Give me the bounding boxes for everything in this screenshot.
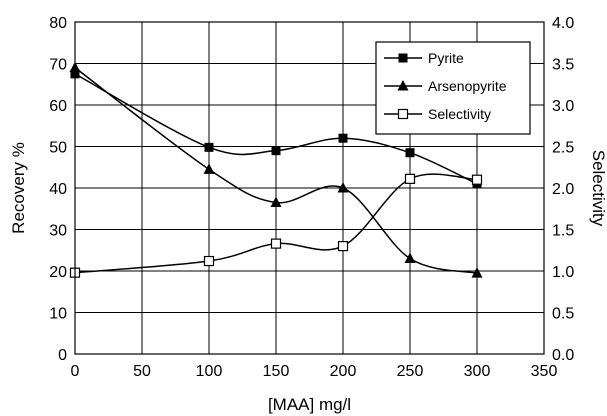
y-tick-label: 0 bbox=[58, 347, 67, 364]
selectivity-point bbox=[270, 238, 282, 249]
x-tick-label: 150 bbox=[263, 363, 290, 380]
pyrite-point bbox=[338, 133, 348, 143]
y-tick-label: 60 bbox=[49, 98, 67, 115]
y2-tick-label: 0.5 bbox=[552, 306, 574, 323]
x-tick-label: 50 bbox=[133, 363, 151, 380]
legend-marker-arsenopyrite bbox=[397, 80, 409, 91]
plot-frame bbox=[74, 21, 545, 355]
x-axis-title: [MAA] mg/l bbox=[268, 395, 351, 414]
y-axis-title: Recovery % bbox=[9, 142, 28, 234]
legend-label-arsenopyrite: Arsenopyrite bbox=[428, 78, 507, 94]
y2-tick-label: 1.5 bbox=[552, 223, 574, 240]
legend-marker-pyrite bbox=[398, 53, 408, 63]
y-tick-label: 80 bbox=[49, 15, 67, 32]
y-tick-label: 40 bbox=[49, 181, 67, 198]
selectivity-point bbox=[203, 255, 215, 267]
pyrite-point bbox=[405, 148, 415, 158]
arsenopyrite-point bbox=[471, 267, 483, 278]
y-tick-label: 20 bbox=[49, 264, 67, 281]
y-tick-label: 10 bbox=[49, 306, 67, 323]
y2-tick-label: 2.5 bbox=[552, 140, 574, 157]
x-tick-label: 0 bbox=[71, 363, 80, 380]
pyrite-point bbox=[271, 146, 281, 156]
y2-tick-label: 2.0 bbox=[552, 181, 574, 198]
y2-tick-label: 3.5 bbox=[552, 57, 574, 74]
y-tick-label: 70 bbox=[49, 57, 67, 74]
arsenopyrite-point bbox=[270, 196, 282, 208]
x-tick-label: 250 bbox=[397, 363, 424, 380]
x-tick-label: 200 bbox=[330, 363, 357, 380]
tick-labels: 0 50 100 150 200 250 300 350 0 10 20 30 40 50 60 70 80 0.… bbox=[49, 15, 574, 380]
arsenopyrite-point bbox=[203, 163, 215, 174]
x-tick-label: 100 bbox=[196, 363, 223, 380]
y2-tick-label: 3.0 bbox=[552, 98, 574, 115]
selectivity-point bbox=[471, 174, 483, 185]
y2-tick-label: 1.0 bbox=[552, 264, 574, 281]
legend-label-selectivity: Selectivity bbox=[428, 106, 491, 122]
y-tick-label: 50 bbox=[49, 140, 67, 157]
y2-axis-title: Selectivity bbox=[589, 150, 607, 227]
arsenopyrite-point bbox=[337, 182, 349, 193]
selectivity-point bbox=[404, 173, 416, 184]
legend-marker-selectivity bbox=[397, 108, 409, 120]
legend-label-pyrite: Pyrite bbox=[428, 50, 464, 66]
x-tick-label: 350 bbox=[531, 363, 558, 380]
selectivity-point bbox=[337, 241, 349, 252]
x-tick-label: 300 bbox=[464, 363, 491, 380]
arsenopyrite-point bbox=[404, 252, 416, 264]
y2-tick-label: 4.0 bbox=[552, 15, 574, 32]
legend: Pyrite Arsenopyrite Selectivity bbox=[375, 41, 531, 135]
y-tick-label: 30 bbox=[49, 223, 67, 240]
pyrite-point bbox=[204, 142, 214, 152]
y2-tick-label: 0.0 bbox=[552, 347, 574, 364]
